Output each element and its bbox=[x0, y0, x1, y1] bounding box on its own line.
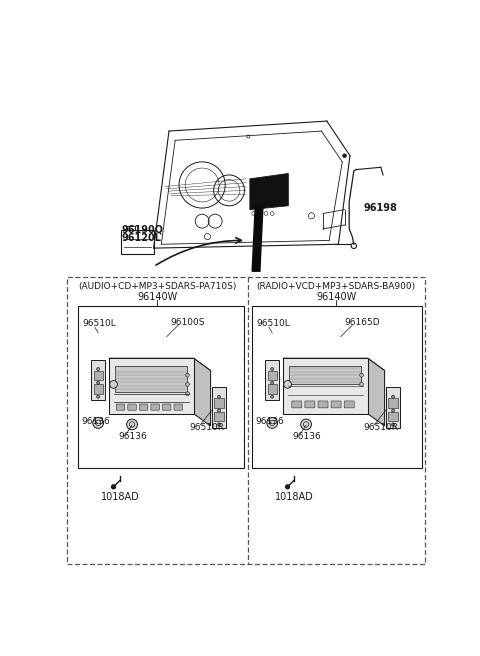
Text: 96510R: 96510R bbox=[364, 423, 399, 432]
FancyBboxPatch shape bbox=[265, 359, 279, 400]
Text: 1018AD: 1018AD bbox=[275, 492, 314, 502]
Circle shape bbox=[271, 381, 274, 384]
Circle shape bbox=[271, 395, 274, 398]
Text: 96100S: 96100S bbox=[170, 318, 205, 327]
FancyBboxPatch shape bbox=[162, 404, 171, 410]
Text: 96198: 96198 bbox=[363, 203, 397, 213]
Text: 96140W: 96140W bbox=[316, 292, 356, 302]
FancyBboxPatch shape bbox=[215, 412, 224, 421]
FancyBboxPatch shape bbox=[283, 358, 368, 414]
Text: 96190Q: 96190Q bbox=[121, 224, 163, 235]
Polygon shape bbox=[252, 206, 263, 271]
Text: 96136: 96136 bbox=[292, 432, 321, 441]
FancyBboxPatch shape bbox=[289, 366, 361, 384]
FancyBboxPatch shape bbox=[91, 359, 105, 400]
FancyBboxPatch shape bbox=[115, 366, 188, 392]
FancyBboxPatch shape bbox=[305, 401, 315, 408]
Circle shape bbox=[186, 382, 190, 386]
Circle shape bbox=[300, 419, 312, 430]
Text: 96136: 96136 bbox=[255, 417, 284, 426]
Circle shape bbox=[96, 395, 100, 398]
FancyBboxPatch shape bbox=[215, 398, 224, 407]
Text: (RADIO+VCD+MP3+SDARS-BA900): (RADIO+VCD+MP3+SDARS-BA900) bbox=[256, 282, 416, 291]
Polygon shape bbox=[109, 358, 211, 371]
Circle shape bbox=[112, 485, 116, 489]
Circle shape bbox=[93, 417, 104, 428]
FancyBboxPatch shape bbox=[388, 398, 398, 407]
FancyBboxPatch shape bbox=[292, 401, 302, 408]
Circle shape bbox=[360, 382, 363, 386]
FancyBboxPatch shape bbox=[109, 358, 193, 414]
FancyBboxPatch shape bbox=[128, 404, 136, 410]
FancyBboxPatch shape bbox=[267, 384, 277, 394]
Circle shape bbox=[392, 395, 395, 398]
FancyBboxPatch shape bbox=[318, 401, 328, 408]
FancyBboxPatch shape bbox=[388, 412, 398, 421]
Text: 96120L: 96120L bbox=[121, 233, 161, 243]
FancyBboxPatch shape bbox=[344, 401, 354, 408]
Circle shape bbox=[217, 409, 221, 412]
Circle shape bbox=[96, 381, 100, 384]
Circle shape bbox=[284, 380, 291, 388]
FancyBboxPatch shape bbox=[139, 404, 148, 410]
Text: 96136: 96136 bbox=[81, 417, 110, 426]
FancyBboxPatch shape bbox=[212, 388, 226, 428]
Circle shape bbox=[271, 367, 274, 371]
Polygon shape bbox=[193, 358, 211, 426]
Polygon shape bbox=[283, 358, 384, 371]
Text: 96510L: 96510L bbox=[256, 319, 290, 328]
Text: (AUDIO+CD+MP3+SDARS-PA710S): (AUDIO+CD+MP3+SDARS-PA710S) bbox=[78, 282, 237, 291]
Text: 96140W: 96140W bbox=[137, 292, 178, 302]
FancyBboxPatch shape bbox=[386, 388, 400, 428]
Circle shape bbox=[343, 154, 346, 157]
Text: 96510L: 96510L bbox=[82, 319, 116, 328]
Circle shape bbox=[217, 395, 221, 398]
FancyBboxPatch shape bbox=[151, 404, 159, 410]
FancyBboxPatch shape bbox=[94, 371, 103, 380]
Circle shape bbox=[217, 423, 221, 426]
FancyBboxPatch shape bbox=[331, 401, 341, 408]
FancyBboxPatch shape bbox=[267, 371, 277, 380]
Text: 96136: 96136 bbox=[118, 432, 147, 441]
Circle shape bbox=[360, 373, 363, 377]
FancyBboxPatch shape bbox=[94, 384, 103, 394]
Circle shape bbox=[286, 485, 289, 489]
Polygon shape bbox=[250, 173, 288, 210]
FancyBboxPatch shape bbox=[174, 404, 182, 410]
Circle shape bbox=[127, 419, 137, 430]
Circle shape bbox=[96, 367, 100, 371]
Circle shape bbox=[392, 423, 395, 426]
Circle shape bbox=[110, 380, 118, 388]
Text: 1018AD: 1018AD bbox=[101, 492, 140, 502]
Circle shape bbox=[392, 409, 395, 412]
Text: 96165D: 96165D bbox=[345, 318, 380, 327]
Text: 96510R: 96510R bbox=[190, 423, 225, 432]
Circle shape bbox=[186, 373, 190, 377]
FancyBboxPatch shape bbox=[116, 404, 125, 410]
Polygon shape bbox=[368, 358, 384, 426]
Circle shape bbox=[267, 417, 277, 428]
Circle shape bbox=[186, 392, 190, 396]
